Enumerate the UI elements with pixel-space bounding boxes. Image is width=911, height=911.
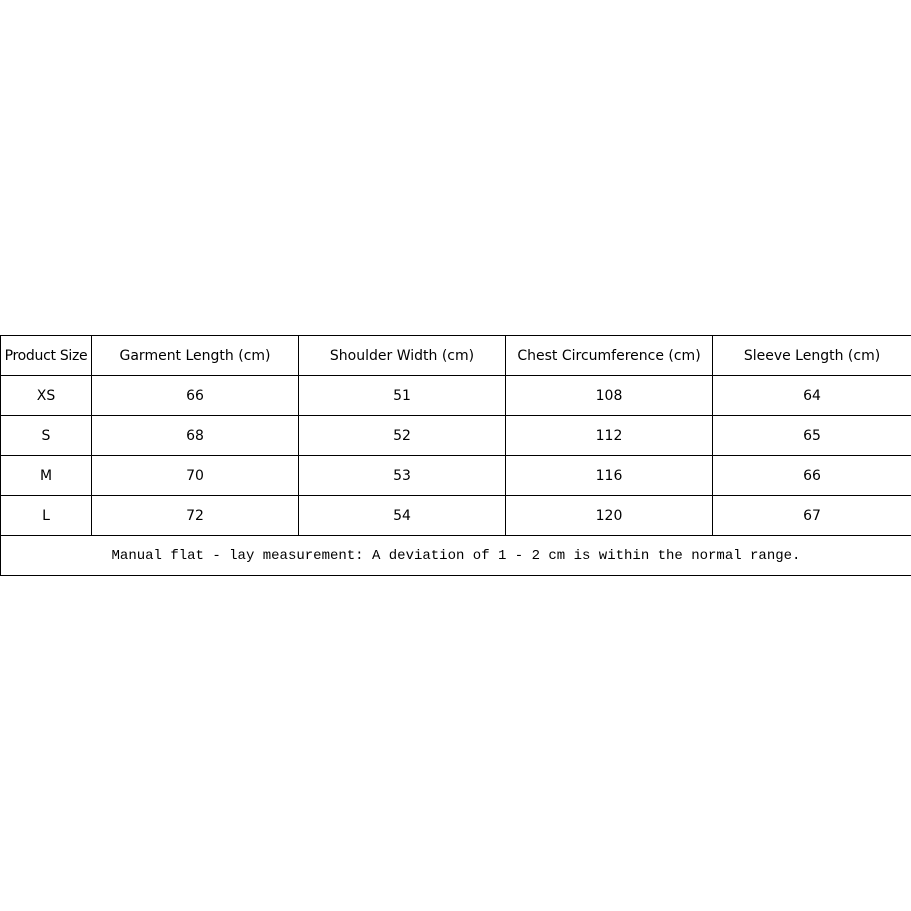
header-cell: Product Size	[0, 335, 92, 376]
table-row: XS 66 51 108 64	[0, 375, 911, 416]
size-chart-table: Product Size Garment Length (cm) Shoulde…	[0, 335, 911, 576]
table-row: S 68 52 112 65	[0, 415, 911, 456]
header-cell: Garment Length (cm)	[91, 335, 299, 376]
header-cell: Sleeve Length (cm)	[712, 335, 911, 376]
note-row: Manual flat - lay measurement: A deviati…	[0, 535, 911, 576]
table-cell: 64	[712, 375, 911, 416]
table-cell: 54	[298, 495, 506, 536]
table-cell: 65	[712, 415, 911, 456]
table-cell: 66	[712, 455, 911, 496]
header-row: Product Size Garment Length (cm) Shoulde…	[0, 335, 911, 376]
table-cell: 120	[505, 495, 713, 536]
table-cell: 52	[298, 415, 506, 456]
size-cell: L	[0, 495, 92, 536]
header-cell: Shoulder Width (cm)	[298, 335, 506, 376]
table-cell: 108	[505, 375, 713, 416]
table-cell: 67	[712, 495, 911, 536]
size-cell: XS	[0, 375, 92, 416]
table-cell: 70	[91, 455, 299, 496]
table-cell: 72	[91, 495, 299, 536]
table-cell: 51	[298, 375, 506, 416]
table-cell: 68	[91, 415, 299, 456]
size-cell: M	[0, 455, 92, 496]
table-cell: 66	[91, 375, 299, 416]
measurement-note: Manual flat - lay measurement: A deviati…	[0, 535, 911, 576]
table-cell: 112	[505, 415, 713, 456]
header-cell: Chest Circumference (cm)	[505, 335, 713, 376]
table-cell: 53	[298, 455, 506, 496]
table-row: M 70 53 116 66	[0, 455, 911, 496]
table-cell: 116	[505, 455, 713, 496]
table-row: L 72 54 120 67	[0, 495, 911, 536]
size-cell: S	[0, 415, 92, 456]
